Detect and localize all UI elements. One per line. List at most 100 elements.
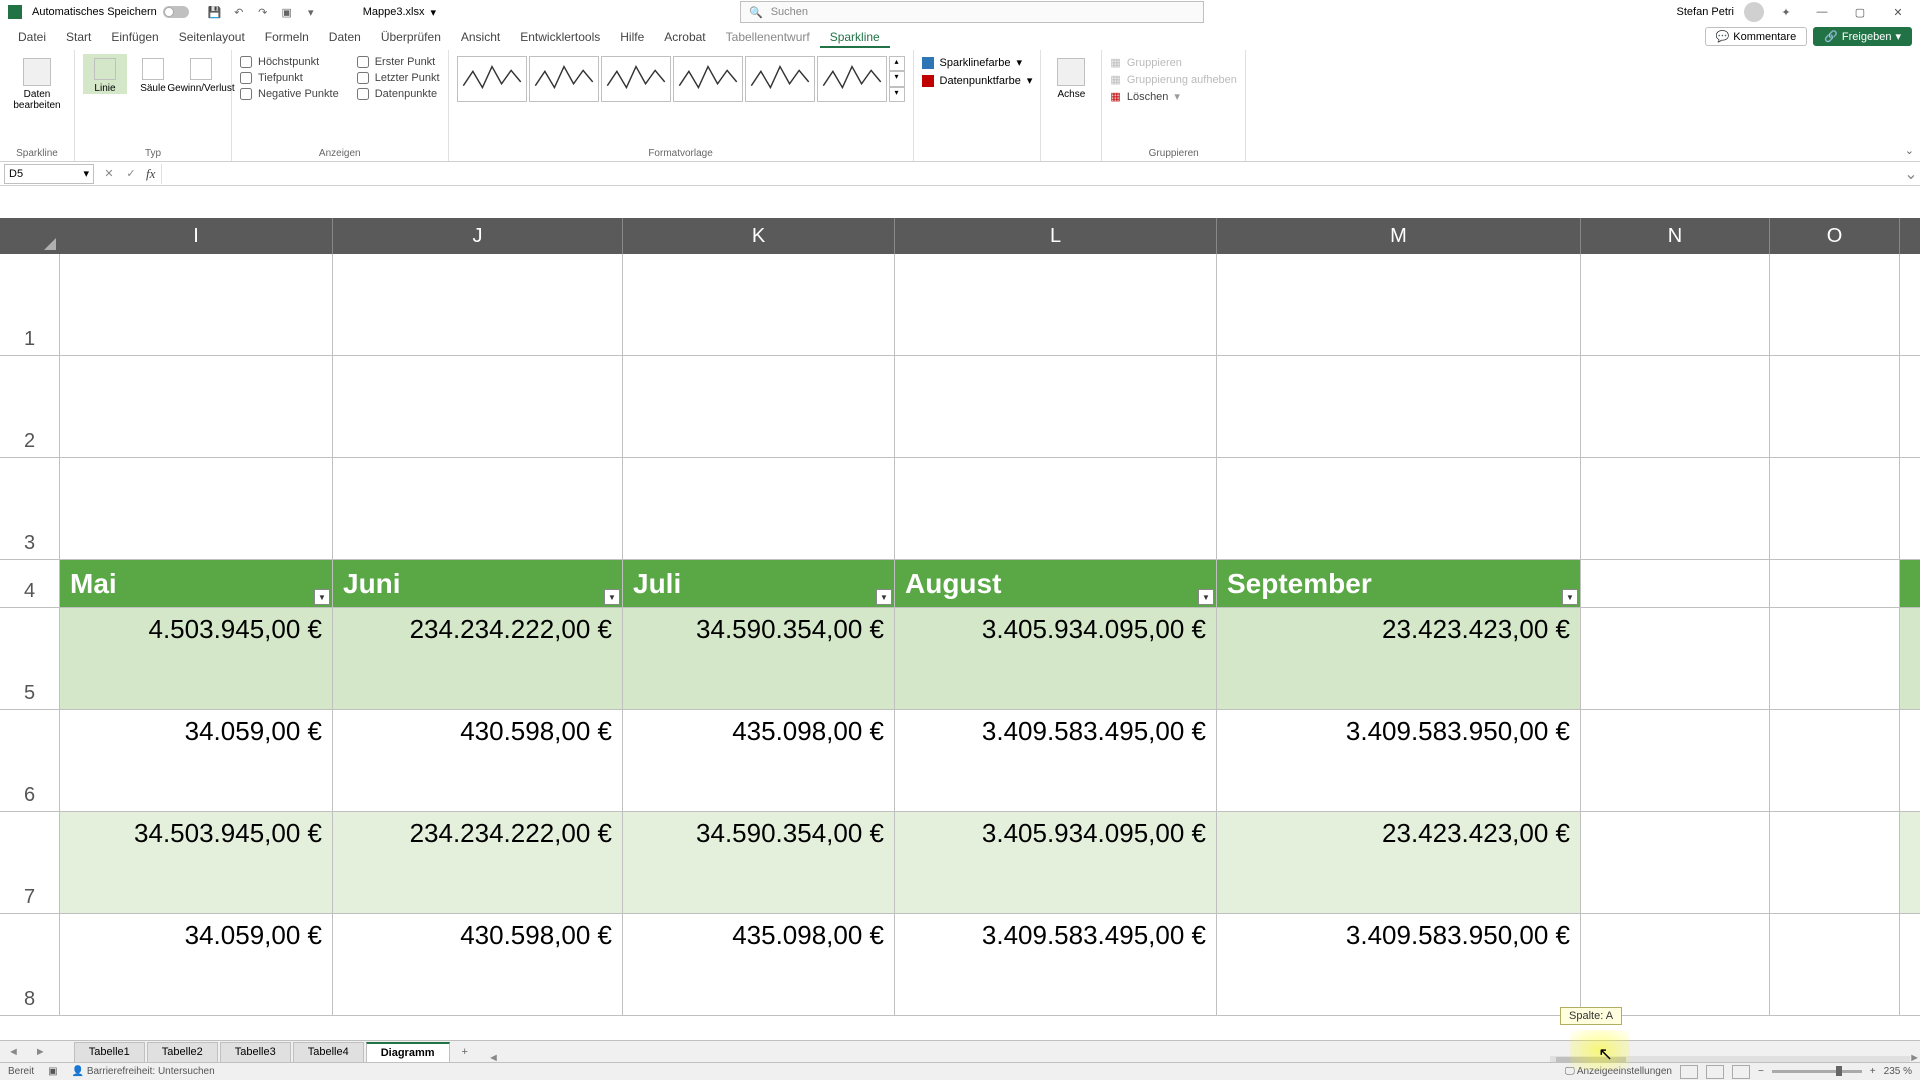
sheet-nav-next-icon[interactable]: ► — [27, 1046, 54, 1058]
filter-dropdown-icon[interactable]: ▼ — [604, 589, 620, 605]
cell[interactable] — [1770, 458, 1900, 559]
cell[interactable] — [333, 254, 623, 355]
page-layout-view-icon[interactable] — [1706, 1065, 1724, 1079]
save-icon[interactable]: 💾 — [206, 3, 224, 21]
cell[interactable]: Mai▼ — [60, 560, 333, 607]
cell[interactable] — [60, 356, 333, 457]
sparkline-style-0[interactable] — [457, 56, 527, 102]
cell[interactable] — [623, 356, 895, 457]
sparkline-style-1[interactable] — [529, 56, 599, 102]
cell[interactable]: Juni▼ — [333, 560, 623, 607]
cell[interactable] — [60, 254, 333, 355]
collapse-ribbon-icon[interactable]: ⌄ — [1905, 144, 1914, 157]
cell[interactable]: 23.423.423,00 € — [1217, 608, 1581, 709]
cell[interactable] — [1770, 254, 1900, 355]
search-box[interactable]: 🔍 Suchen — [740, 1, 1204, 23]
fx-icon[interactable]: fx — [146, 166, 155, 182]
select-all-corner[interactable] — [0, 218, 60, 254]
style-gallery-scroll[interactable]: ▴▾▾ — [889, 56, 905, 102]
edit-data-button[interactable]: Daten bearbeiten — [8, 54, 66, 111]
cell[interactable]: 34.059,00 € — [60, 710, 333, 811]
cell[interactable]: 435.098,00 € — [623, 914, 895, 1015]
display-settings-button[interactable]: 🖵 Anzeigeeinstellungen — [1565, 1066, 1672, 1077]
cell[interactable]: 3.405.934.095,00 € — [895, 812, 1217, 913]
filter-dropdown-icon[interactable]: ▼ — [1198, 589, 1214, 605]
filter-dropdown-icon[interactable]: ▼ — [876, 589, 892, 605]
coming-soon-icon[interactable]: ✦ — [1777, 3, 1795, 21]
cell[interactable] — [1581, 914, 1770, 1015]
cell[interactable] — [895, 458, 1217, 559]
accessibility-status[interactable]: 👤 Barrierefreiheit: Untersuchen — [72, 1066, 215, 1077]
column-header-K[interactable]: K — [623, 218, 895, 254]
cell[interactable] — [1581, 812, 1770, 913]
cell[interactable] — [1770, 914, 1900, 1015]
sheet-tab-tabelle4[interactable]: Tabelle4 — [293, 1042, 364, 1062]
cell[interactable] — [895, 254, 1217, 355]
group-action-2[interactable]: ▦Löschen ▾ — [1110, 90, 1237, 103]
sheet-tab-tabelle2[interactable]: Tabelle2 — [147, 1042, 218, 1062]
cell[interactable]: 3.409.583.950,00 € — [1217, 914, 1581, 1015]
filter-dropdown-icon[interactable]: ▼ — [1562, 589, 1578, 605]
cell[interactable] — [1581, 458, 1770, 559]
column-header-L[interactable]: L — [895, 218, 1217, 254]
cell[interactable] — [1217, 458, 1581, 559]
document-title[interactable]: Mappe3.xlsx ▾ — [363, 6, 436, 19]
cell[interactable]: 430.598,00 € — [333, 710, 623, 811]
redo-icon[interactable]: ↷ — [254, 3, 272, 21]
comments-button[interactable]: 💬 Kommentare — [1705, 27, 1808, 46]
sheet-tab-diagramm[interactable]: Diagramm — [366, 1042, 450, 1062]
cell[interactable] — [1770, 710, 1900, 811]
expand-formula-icon[interactable]: ⌄ — [1902, 164, 1920, 184]
sparkline-style-3[interactable] — [673, 56, 743, 102]
zoom-in-icon[interactable]: + — [1870, 1066, 1876, 1077]
name-box[interactable]: D5 ▾ — [4, 164, 94, 184]
row-header-8[interactable]: 8 — [0, 914, 60, 1016]
column-header-M[interactable]: M — [1217, 218, 1581, 254]
sparkline-style-2[interactable] — [601, 56, 671, 102]
cell[interactable]: Juli▼ — [623, 560, 895, 607]
menu-item-seitenlayout[interactable]: Seitenlayout — [169, 26, 255, 48]
cell[interactable]: 3.409.583.950,00 € — [1217, 710, 1581, 811]
menu-item-einfügen[interactable]: Einfügen — [101, 26, 168, 48]
cell[interactable] — [60, 458, 333, 559]
menu-item-entwicklertools[interactable]: Entwicklertools — [510, 26, 610, 48]
cell[interactable]: 3.409.583.495,00 € — [895, 914, 1217, 1015]
menu-item-tabellenentwurf[interactable]: Tabellenentwurf — [716, 26, 820, 48]
checkbox-tiefpunkt[interactable]: Tiefpunkt — [240, 72, 339, 84]
menu-item-sparkline[interactable]: Sparkline — [820, 26, 890, 48]
cell[interactable] — [1217, 356, 1581, 457]
checkbox-höchstpunkt[interactable]: Höchstpunkt — [240, 56, 339, 68]
sheet-nav-prev-icon[interactable]: ◄ — [0, 1046, 27, 1058]
cell[interactable] — [1770, 560, 1900, 607]
row-header-1[interactable]: 1 — [0, 254, 60, 356]
column-header-I[interactable]: I — [60, 218, 333, 254]
axis-button[interactable]: Achse — [1049, 54, 1093, 100]
add-sheet-button[interactable]: + — [452, 1046, 478, 1058]
cell[interactable] — [1581, 608, 1770, 709]
point-color-button[interactable]: Datenpunktfarbe ▾ — [922, 74, 1033, 87]
sheet-tab-tabelle1[interactable]: Tabelle1 — [74, 1042, 145, 1062]
cell[interactable] — [895, 356, 1217, 457]
cell[interactable] — [1770, 608, 1900, 709]
cell[interactable]: 234.234.222,00 € — [333, 812, 623, 913]
qat-more-icon[interactable]: ▾ — [302, 3, 320, 21]
cell[interactable] — [333, 356, 623, 457]
sparkline-type-0[interactable]: Linie — [83, 54, 127, 94]
row-header-5[interactable]: 5 — [0, 608, 60, 710]
undo-icon[interactable]: ↶ — [230, 3, 248, 21]
cell[interactable]: 34.503.945,00 € — [60, 812, 333, 913]
cell[interactable]: 23.423.423,00 € — [1217, 812, 1581, 913]
menu-item-datei[interactable]: Datei — [8, 26, 56, 48]
zoom-out-icon[interactable]: − — [1758, 1066, 1764, 1077]
row-header-2[interactable]: 2 — [0, 356, 60, 458]
macro-record-icon[interactable]: ▣ — [48, 1066, 57, 1077]
avatar[interactable] — [1744, 2, 1764, 22]
cell[interactable]: 430.598,00 € — [333, 914, 623, 1015]
autosave-toggle[interactable] — [163, 6, 189, 18]
row-header-6[interactable]: 6 — [0, 710, 60, 812]
cell[interactable]: 234.234.222,00 € — [333, 608, 623, 709]
menu-item-acrobat[interactable]: Acrobat — [654, 26, 715, 48]
row-header-3[interactable]: 3 — [0, 458, 60, 560]
checkbox-erster-punkt[interactable]: Erster Punkt — [357, 56, 440, 68]
checkbox-negative-punkte[interactable]: Negative Punkte — [240, 88, 339, 100]
